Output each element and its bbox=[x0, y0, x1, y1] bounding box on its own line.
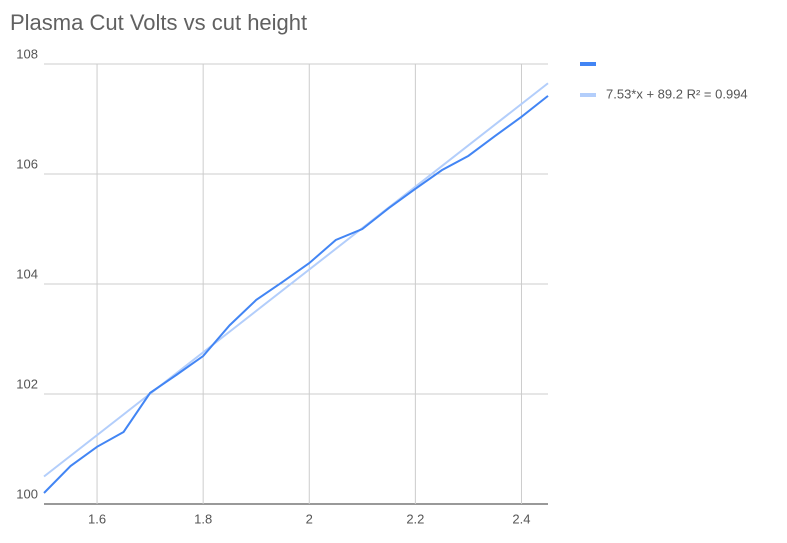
x-tick-label: 2.4 bbox=[512, 511, 530, 526]
x-tick-label: 1.6 bbox=[88, 511, 106, 526]
legend-label: 7.53*x + 89.2 R² = 0.994 bbox=[606, 86, 748, 101]
y-tick-label: 102 bbox=[16, 376, 38, 391]
y-tick-label: 100 bbox=[16, 486, 38, 501]
chart-title: Plasma Cut Volts vs cut height bbox=[10, 10, 307, 35]
data-line bbox=[43, 95, 549, 494]
data-line bbox=[43, 82, 549, 478]
y-tick-label: 104 bbox=[16, 266, 38, 281]
x-tick-label: 2 bbox=[306, 511, 313, 526]
x-tick-label: 1.8 bbox=[194, 511, 212, 526]
y-tick-label: 108 bbox=[16, 46, 38, 61]
x-tick-label: 2.2 bbox=[406, 511, 424, 526]
y-tick-label: 106 bbox=[16, 156, 38, 171]
